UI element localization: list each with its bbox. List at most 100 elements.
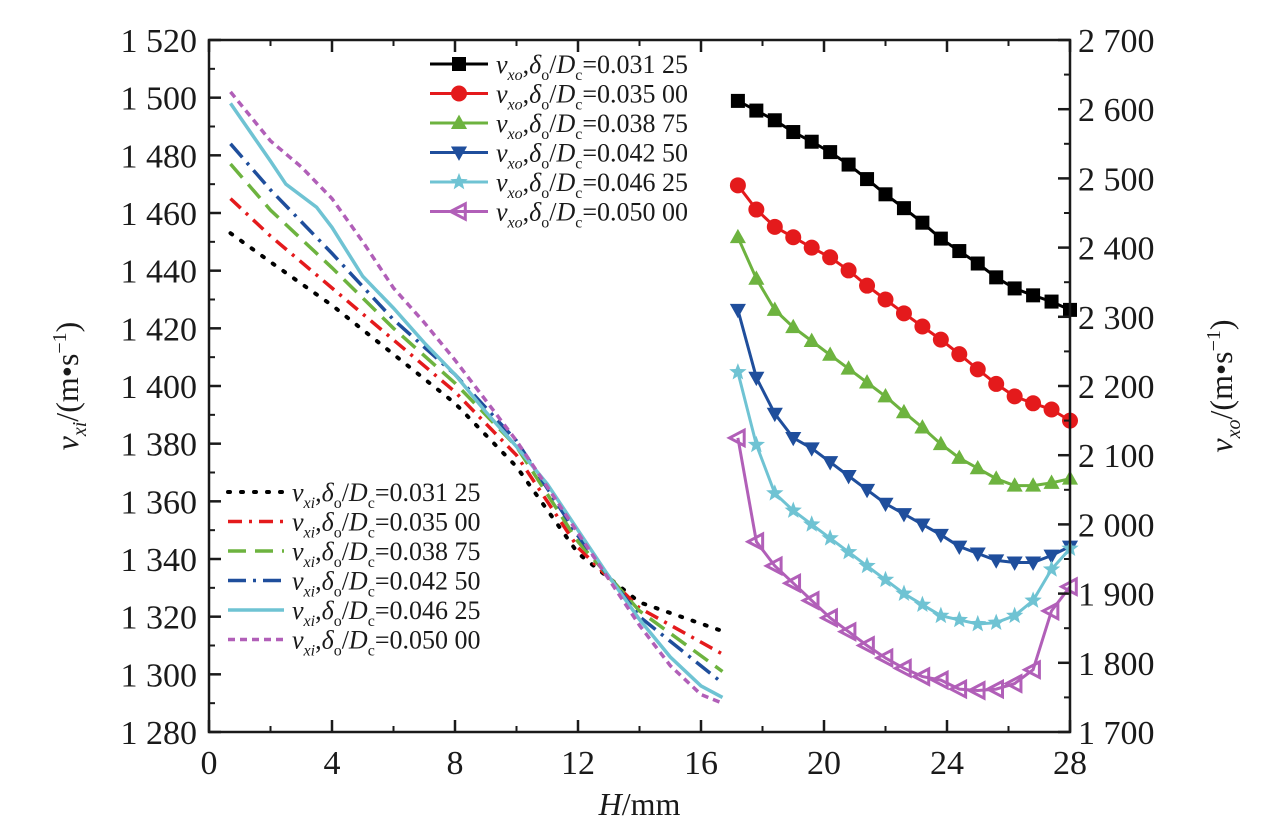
legend-outer-label-3: vxo,δo/Dc=0.042 50 [496, 139, 688, 173]
legend-outer-label-5: vxo,δo/Dc=0.050 00 [496, 198, 688, 232]
outer-series-markers-0 [730, 93, 1077, 317]
x-tick-label-4: 16 [684, 745, 718, 782]
outer-series-0-point-11 [933, 231, 948, 246]
outer-series-5-point-9 [892, 658, 912, 679]
outer-series-4-point-17 [1042, 560, 1061, 577]
outer-series-3-point-13 [969, 547, 986, 562]
outer-series-1-point-14 [988, 375, 1005, 392]
legend-outer-marker-5 [447, 201, 467, 222]
outer-series-2-point-5 [822, 346, 839, 361]
outer-series-0-point-10 [915, 215, 930, 230]
y-right-tick-label-4: 2 100 [1078, 438, 1155, 475]
outer-series-4-point-14 [987, 613, 1005, 630]
legend-outer-marker-3 [450, 146, 468, 161]
outer-series-5-point-5 [818, 607, 838, 628]
outer-series-2-point-9 [895, 403, 912, 419]
y-left-axis-title: vxi/(m•s−1) [49, 322, 91, 451]
outer-series-2-point-15 [1006, 477, 1023, 492]
outer-series-1-point-8 [877, 291, 894, 308]
outer-series-3-point-7 [859, 483, 876, 499]
y-left-tick-label-2: 1 320 [121, 600, 198, 637]
inner-series-line-4 [229, 102, 724, 699]
outer-series-4-point-5 [821, 529, 839, 546]
outer-series-5-point-12 [947, 678, 968, 700]
outer-series-0-point-7 [860, 172, 875, 187]
outer-series-0-point-1 [749, 103, 764, 118]
outer-series-5-point-13 [966, 680, 986, 701]
outer-series-1-point-7 [859, 277, 876, 294]
y-left-tick-label-3: 1 340 [121, 542, 198, 579]
x-tick-label-1: 4 [324, 745, 341, 782]
y-left-tick-label-10: 1 480 [121, 138, 198, 175]
legend-inner-label-2: vxi,δo/Dc=0.038 75 [292, 537, 480, 571]
outer-series-3-point-4 [803, 442, 820, 457]
outer-series-0-point-4 [804, 134, 819, 149]
y-left-tick-label-6: 1 400 [121, 369, 198, 406]
outer-series-0-point-17 [1044, 294, 1059, 309]
x-tick-label-0: 0 [201, 745, 218, 782]
legend-outer-marker-1 [451, 85, 467, 102]
outer-series-4-point-1 [747, 435, 765, 453]
outer-series-5-point-14 [984, 678, 1004, 700]
outer-series-markers-2 [729, 228, 1079, 492]
series-layer [228, 90, 1079, 705]
outer-series-line-1 [736, 184, 1071, 422]
outer-series-4-point-9 [895, 584, 913, 601]
legend-outer-label-0: vxo,δo/Dc=0.031 25 [496, 50, 688, 84]
outer-series-2-point-1 [748, 270, 765, 285]
y-right-tick-label-0: 1 700 [1078, 715, 1155, 752]
outer-series-3-point-0 [729, 303, 746, 319]
outer-series-4-point-7 [858, 556, 876, 574]
outer-series-3-point-3 [785, 431, 802, 447]
outer-series-3-point-9 [895, 508, 912, 523]
outer-series-0-point-6 [841, 157, 856, 172]
outer-series-5-point-1 [744, 531, 765, 552]
legend-outer-label-1: vxo,δo/Dc=0.035 00 [496, 80, 688, 114]
y-right-tick-label-7: 2 400 [1078, 231, 1155, 268]
outer-series-5-point-15 [1003, 673, 1023, 694]
outer-series-5-point-16 [1021, 659, 1041, 680]
outer-series-3-point-5 [822, 456, 839, 471]
legend-inner-label-0: vxi,δo/Dc=0.031 25 [292, 478, 480, 512]
outer-series-4-point-3 [784, 501, 802, 518]
outer-series-0-point-0 [730, 93, 745, 108]
outer-series-4-point-12 [950, 610, 968, 628]
outer-series-3-point-15 [1006, 556, 1023, 571]
outer-series-4-point-13 [969, 614, 987, 632]
outer-series-5-point-17 [1039, 600, 1060, 622]
outer-series-4-point-15 [1006, 606, 1024, 624]
y-left-tick-label-12: 1 520 [121, 23, 198, 60]
outer-series-1-point-10 [914, 318, 931, 335]
outer-series-5-point-3 [781, 573, 802, 594]
outer-series-3-point-11 [932, 528, 949, 544]
outer-series-3-point-1 [748, 371, 765, 387]
outer-series-1-point-3 [785, 229, 802, 246]
y-left-tick-label-1: 1 300 [121, 657, 198, 694]
outer-series-5-point-8 [873, 647, 894, 669]
outer-series-1-point-6 [840, 262, 857, 279]
outer-series-3-point-10 [914, 518, 931, 533]
outer-series-2-point-14 [988, 470, 1005, 485]
outer-series-markers-3 [729, 303, 1079, 571]
outer-series-2-point-4 [803, 332, 820, 347]
y-right-axis-title: vxo/(m•s−1) [1203, 319, 1245, 452]
y-right-tick-label-2: 1 900 [1078, 577, 1155, 614]
y-right-tick-label-5: 2 200 [1078, 369, 1155, 406]
y-left-tick-label-0: 1 280 [121, 715, 198, 752]
x-tick-label-5: 20 [807, 745, 841, 782]
outer-series-2-point-16 [1025, 477, 1042, 492]
y-left-tick-label-5: 1 380 [121, 427, 198, 464]
y-left-tick-label-7: 1 420 [121, 311, 198, 348]
outer-series-1-point-17 [1043, 401, 1060, 418]
outer-series-2-point-6 [840, 360, 857, 375]
outer-series-1-point-11 [932, 331, 949, 348]
outer-series-1-point-1 [748, 201, 765, 218]
outer-series-1-point-2 [766, 218, 783, 235]
outer-series-0-point-13 [970, 256, 985, 271]
outer-series-4-point-10 [913, 595, 932, 612]
outer-series-0-point-14 [989, 270, 1004, 285]
y-left-tick-label-4: 1 360 [121, 484, 198, 521]
